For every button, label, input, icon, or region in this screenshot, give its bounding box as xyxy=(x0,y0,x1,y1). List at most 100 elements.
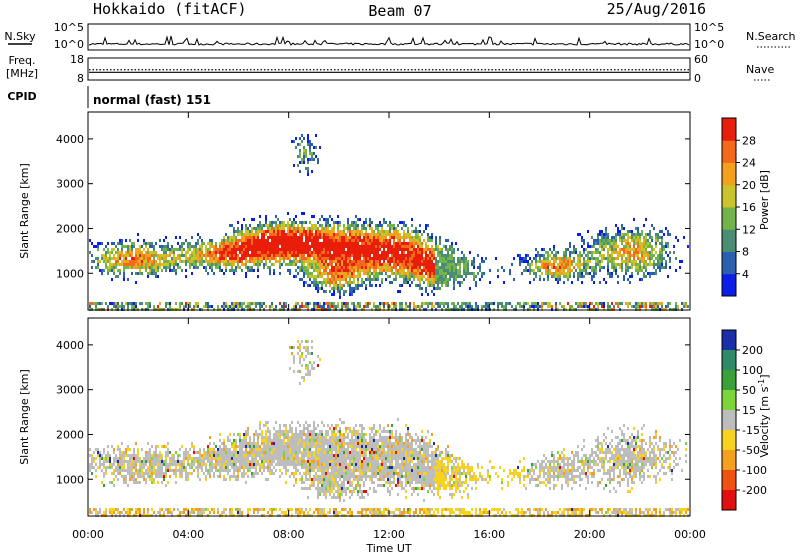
power-cell xyxy=(403,278,405,281)
power-cell xyxy=(549,272,551,275)
power-cell xyxy=(541,254,543,257)
power-cell xyxy=(291,230,293,233)
power-cell xyxy=(193,263,195,266)
power-cell xyxy=(315,236,317,239)
velocity-cell xyxy=(185,466,187,469)
velocity-cell xyxy=(273,442,275,445)
power-cell xyxy=(213,254,215,257)
power-cell xyxy=(225,242,227,245)
power-cell xyxy=(435,257,437,260)
power-cell xyxy=(587,242,589,245)
power-cell xyxy=(411,254,413,257)
velocity-cell xyxy=(111,466,113,469)
power-cell xyxy=(241,227,243,230)
power-cell xyxy=(167,242,169,245)
power-cell xyxy=(557,266,559,269)
power-cell xyxy=(315,230,317,233)
power-cell xyxy=(453,257,455,260)
velocity-cell xyxy=(199,511,201,514)
power-cell xyxy=(91,254,93,257)
power-cell xyxy=(427,254,429,257)
power-cell xyxy=(643,254,645,257)
power-cell xyxy=(163,266,165,269)
power-cell xyxy=(635,233,637,236)
velocity-cell xyxy=(285,460,287,463)
power-cell xyxy=(241,305,243,308)
power-cell xyxy=(135,257,137,260)
velocity-cell xyxy=(127,466,129,469)
velocity-cell xyxy=(141,460,143,463)
power-cell xyxy=(275,260,277,263)
power-cell xyxy=(363,236,365,239)
power-cell xyxy=(149,257,151,260)
velocity-cell xyxy=(253,439,255,442)
noise-left-tick-bottom: 10^0 xyxy=(54,38,84,51)
power-cell xyxy=(415,233,417,236)
power-cell xyxy=(111,263,113,266)
power-cell xyxy=(547,251,549,254)
power-cell xyxy=(325,233,327,236)
power-cell xyxy=(151,266,153,269)
power-cell xyxy=(329,239,331,242)
power-cell xyxy=(337,263,339,266)
power-cell xyxy=(433,305,435,308)
power-cell xyxy=(431,233,433,236)
power-cell xyxy=(297,251,299,254)
velocity-cell xyxy=(151,469,153,472)
power-heatmap xyxy=(89,134,689,311)
power-cell xyxy=(429,260,431,263)
power-cell xyxy=(357,266,359,269)
power-cell xyxy=(245,272,247,275)
power-cell xyxy=(357,227,359,230)
power-cell xyxy=(437,266,439,269)
power-cell xyxy=(439,242,441,245)
power-cell xyxy=(435,272,437,275)
power-cell xyxy=(441,257,443,260)
power-cell xyxy=(241,254,243,257)
power-cell xyxy=(261,260,263,263)
power-cell xyxy=(327,224,329,227)
velocity-cell xyxy=(261,442,263,445)
power-cell xyxy=(345,281,347,284)
power-cell xyxy=(213,272,215,275)
power-cell xyxy=(289,218,291,221)
power-cell xyxy=(125,257,127,260)
velocity-cell xyxy=(261,430,263,433)
power-cell xyxy=(429,284,431,287)
power-cell xyxy=(607,272,609,275)
power-cell xyxy=(239,260,241,263)
velocity-cell xyxy=(273,445,275,448)
power-cell xyxy=(417,257,419,260)
velocity-cell xyxy=(227,436,229,439)
velocity-cell xyxy=(179,454,181,457)
velocity-cell xyxy=(127,472,129,475)
power-cell xyxy=(341,230,343,233)
power-cell xyxy=(333,305,335,308)
power-cell xyxy=(155,254,157,257)
velocity-cell xyxy=(217,469,219,472)
power-cell xyxy=(443,302,445,305)
power-cell xyxy=(331,269,333,272)
power-cell xyxy=(229,248,231,251)
velocity-cell xyxy=(165,454,167,457)
power-cell xyxy=(555,257,557,260)
power-cell xyxy=(349,233,351,236)
power-cell xyxy=(271,302,273,305)
power-cell xyxy=(351,269,353,272)
power-cell xyxy=(437,248,439,251)
power-cell xyxy=(349,224,351,227)
power-cell xyxy=(295,233,297,236)
power-cell xyxy=(441,263,443,266)
power-cell xyxy=(137,266,139,269)
power-cell xyxy=(105,302,107,305)
power-cell xyxy=(301,227,303,230)
velocity-cell xyxy=(161,466,163,469)
power-cell xyxy=(147,260,149,263)
power-cell xyxy=(293,254,295,257)
velocity-cell xyxy=(243,451,245,454)
power-cell xyxy=(223,254,225,257)
power-cell xyxy=(665,227,667,230)
power-cell xyxy=(357,260,359,263)
power-cell xyxy=(403,266,405,269)
power-cell xyxy=(277,230,279,233)
